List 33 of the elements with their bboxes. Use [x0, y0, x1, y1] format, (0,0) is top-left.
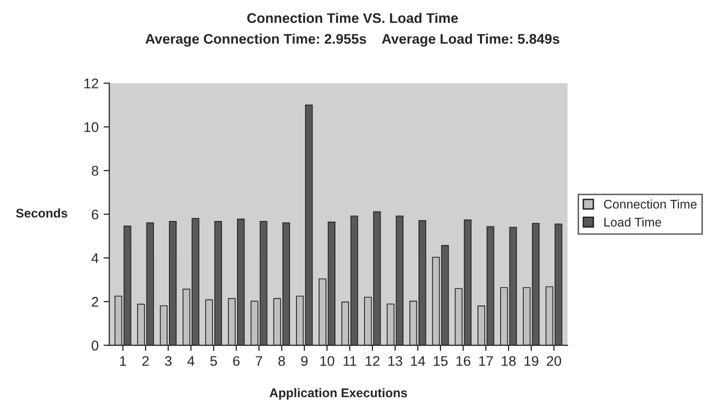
y-tick-label: 10 [84, 122, 98, 132]
chart-subtitle: Average Connection Time: 2.955s Average Load Time: 5.849s [145, 34, 560, 47]
x-tick-label: 8 [278, 356, 285, 366]
y-tick-label: 8 [92, 166, 98, 176]
y-tick-label: 2 [92, 296, 98, 307]
x-tick-label: 19 [524, 356, 538, 366]
x-tick-label: 20 [546, 356, 562, 366]
x-tick-label: 15 [434, 356, 448, 366]
x-tick-label: 17 [479, 356, 493, 366]
x-tick-label: 4 [187, 356, 194, 366]
y-tick-label: 12 [84, 78, 98, 88]
x-tick-label: 16 [456, 356, 470, 366]
x-tick-label: 13 [388, 356, 402, 366]
legend-label: Load Time [604, 217, 662, 227]
x-axis-title: Application Executions [270, 388, 407, 400]
y-tick-label: 6 [92, 210, 98, 220]
x-tick-label: 12 [366, 356, 380, 366]
x-tick-label: 5 [210, 356, 217, 366]
x-tick-label: 10 [320, 356, 334, 366]
x-tick-label: 14 [411, 356, 426, 366]
x-tick-label: 7 [256, 356, 262, 366]
x-tick-label: 6 [233, 356, 240, 366]
x-tick-label: 18 [502, 356, 516, 366]
y-tick-label: 0 [92, 340, 98, 350]
y-axis-title: Seconds [16, 208, 68, 218]
y-tick-label: 4 [91, 253, 98, 263]
x-tick-label: 3 [164, 356, 172, 366]
legend-label: Connection Time [604, 199, 697, 209]
x-tick-label: 1 [120, 356, 126, 366]
x-tick-label: 2 [142, 356, 149, 366]
chart-title: Connection Time VS. Load Time [247, 12, 458, 24]
x-tick-label: 11 [344, 356, 356, 366]
x-tick-label: 9 [301, 356, 308, 366]
